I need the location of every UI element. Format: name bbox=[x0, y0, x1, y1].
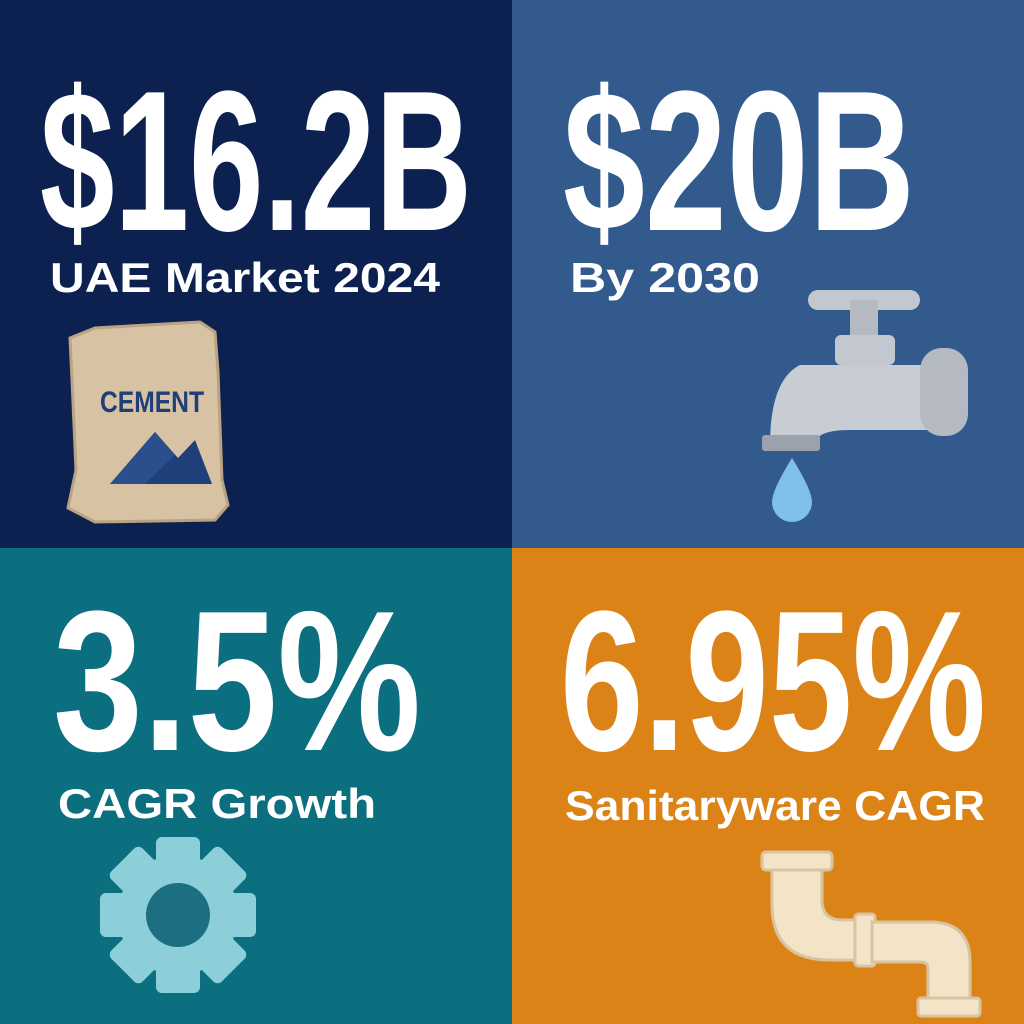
stat-value: 3.5% bbox=[53, 570, 421, 793]
stat-label: CAGR Growth bbox=[58, 780, 376, 827]
tile-background bbox=[0, 548, 512, 1024]
faucet-icon bbox=[762, 290, 968, 522]
bag-label: CEMENT bbox=[100, 386, 204, 419]
pipe-icon bbox=[760, 850, 982, 1018]
stat-label: By 2030 bbox=[570, 254, 760, 301]
tile-background bbox=[512, 0, 1024, 548]
cement-bag-icon: CEMENT bbox=[66, 320, 230, 524]
stat-label: Sanitaryware CAGR bbox=[565, 782, 985, 829]
stat-label: UAE Market 2024 bbox=[50, 254, 441, 301]
gear-icon bbox=[100, 837, 256, 993]
stat-value: $16.2B bbox=[40, 50, 472, 273]
stat-value: $20B bbox=[563, 50, 915, 273]
stat-value: 6.95% bbox=[560, 570, 986, 793]
